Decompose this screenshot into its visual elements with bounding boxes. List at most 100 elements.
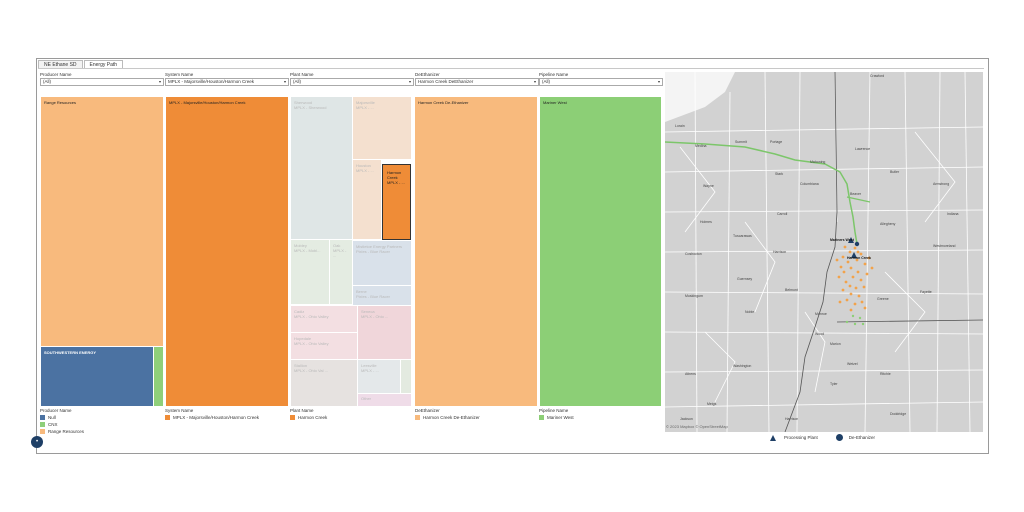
legend-swatch — [40, 422, 45, 427]
treemap-cnx[interactable] — [154, 347, 163, 406]
info-button[interactable]: • — [31, 436, 43, 448]
treemap-label: Berne Pixles - Blue Racer — [356, 289, 391, 299]
legend-deethanizer: DeEthanizer Harmon Creek De-Ethanizer — [415, 407, 480, 421]
map-label: Columbiana — [800, 182, 819, 186]
treemap-plant-leesville[interactable]: Leesville MPLX - ... — [358, 360, 400, 393]
legend-item[interactable]: Mariner West — [539, 414, 574, 421]
map-label: Tyler — [830, 382, 838, 386]
treemap-plant-harmon-creek[interactable]: Harmon Creek MPLX - ... — [382, 164, 411, 240]
map-label: Carroll — [777, 212, 788, 216]
legend-title: Plant Name — [290, 408, 314, 413]
treemap-label: Other — [361, 396, 372, 401]
treemap-system[interactable]: MPLX - Majorsville/Houston/Harmon Creek — [166, 97, 288, 406]
treemap-plant-oak[interactable]: Oak MPLX - ... — [330, 240, 352, 304]
treemap-plant-stallion[interactable]: Stallion MPLX - Ohio Val ... — [291, 360, 357, 406]
treemap-plant-houston[interactable]: Houston MPLX - ... — [353, 160, 381, 239]
triangle-icon — [770, 434, 776, 441]
treemap-plant-sherwood[interactable]: Sherwood MPLX - Sherwood — [291, 97, 352, 239]
filter-label: Plant Name — [290, 72, 314, 77]
treemap-pipeline[interactable]: Mariner West — [540, 97, 661, 406]
map-label: Tuscarawas — [733, 234, 752, 238]
map-attribution: © 2023 Mapbox © OpenStreetMap — [666, 424, 728, 429]
legend-swatch — [165, 415, 170, 420]
filter-plant: Plant Name (All) ▾ — [290, 72, 414, 86]
legend-title: System Name — [165, 408, 194, 413]
treemap-label: MPLX - Majorsville/Houston/Harmon Creek — [169, 100, 246, 105]
system-dropdown[interactable]: MPLX - Majorsville/Houston/Harmon Creek ▾ — [165, 78, 289, 86]
legend-label: Processing Plant — [784, 435, 818, 440]
map-label: Allegheny — [880, 222, 896, 226]
legend-swatch — [40, 415, 45, 420]
map-label: Monroe — [815, 312, 827, 316]
map-legend-plant[interactable]: Processing Plant — [770, 434, 818, 441]
map-label: Fayette — [920, 290, 932, 294]
legend-label: De-Ethanizer — [848, 435, 876, 440]
tab-ne-ethane[interactable]: NE Ethane SD — [38, 60, 83, 69]
legend-item[interactable]: Null — [40, 414, 84, 421]
map-label-harmon: Harmon Creek — [847, 256, 871, 260]
treemap-plant-berne[interactable]: Berne Pixles - Blue Racer — [353, 286, 411, 305]
legend-item[interactable]: MPLX - Majorsville/Houston/Harmon Creek — [165, 414, 259, 421]
treemap-label: Range Resources — [44, 100, 77, 105]
pipeline-dropdown[interactable]: (All) ▾ — [539, 78, 663, 86]
map-label: Westmoreland — [933, 244, 956, 248]
treemap-label: Mariner West — [543, 100, 567, 105]
legend-item[interactable]: Range Resources — [40, 428, 84, 435]
treemap-southwestern[interactable]: SOUTHWESTERN ENERGY — [41, 347, 153, 406]
treemap-range-resources[interactable]: Range Resources — [41, 97, 163, 346]
legend-pipeline: Pipeline Name Mariner West — [539, 407, 574, 421]
dropdown-value: (All) — [43, 79, 51, 84]
state-border-mdx — [836, 319, 983, 323]
treemap-plant-cadiz[interactable]: Cadiz MPLX - Ohio Valley — [291, 306, 357, 332]
treemap-plant-other[interactable]: Other — [358, 394, 411, 406]
map-label: Harrison — [773, 250, 787, 254]
legend-item[interactable]: Harmon Creek — [290, 414, 327, 421]
treemap-plant-bluewater[interactable]: Mistletoe Energy Partners Pixles - Blue R… — [353, 241, 411, 285]
chevron-down-icon: ▾ — [408, 79, 411, 84]
filter-label: Producer Name — [40, 72, 72, 77]
filter-deethanizer: DeEthanizer Harmon Creek DeEthanizer ▾ — [415, 72, 539, 86]
map-legend-deethanizer[interactable]: De-Ethanizer — [835, 434, 876, 441]
legend-system: System Name MPLX - Majorsville/Houston/H… — [165, 407, 259, 421]
deethanizer-dropdown[interactable]: Harmon Creek DeEthanizer ▾ — [415, 78, 539, 86]
well-cluster-green — [845, 314, 865, 326]
treemap-plant-mobley[interactable]: Mobley MPLX - Mobl... — [291, 240, 329, 304]
legend-item[interactable]: CNX — [40, 421, 84, 428]
map-label: Wayne — [703, 184, 714, 188]
dropdown-value: MPLX - Majorsville/Houston/Harmon Creek — [168, 79, 255, 84]
map-label: Lorain — [675, 124, 685, 128]
map-label: Crawford — [870, 74, 885, 78]
chevron-down-icon: ▾ — [533, 79, 536, 84]
legend-swatch — [40, 429, 45, 434]
tab-energy-path[interactable]: Energy Path — [83, 60, 124, 69]
plant-dropdown[interactable]: (All) ▾ — [290, 78, 414, 86]
treemap-deethanizer[interactable]: Harmon Creek De-Ethanizer — [415, 97, 537, 406]
processing-plant-marker — [851, 252, 857, 258]
filter-system: System Name MPLX - Majorsville/Houston/H… — [165, 72, 289, 86]
treemap-label: Cadiz MPLX - Ohio Valley — [294, 309, 329, 319]
treemap-label: Harmon Creek MPLX - ... — [387, 170, 405, 185]
map-label: Muskingum — [685, 294, 703, 298]
treemap-plant-majorsville[interactable]: Majorsville MPLX - ... — [353, 97, 411, 159]
dashboard-tabs: NE Ethane SD Energy Path — [38, 60, 124, 69]
map-view[interactable]: Crawford Lorain Medina Summit Portage Ma… — [665, 72, 983, 432]
treemap-plant-small[interactable] — [401, 360, 411, 393]
map-label: Summit — [735, 140, 747, 144]
treemap-plant-seneca[interactable]: Seneca MPLX - Ohio ... — [358, 306, 411, 359]
county-map — [665, 72, 983, 432]
dropdown-value: Harmon Creek DeEthanizer — [418, 79, 474, 84]
map-label: Beaver — [850, 192, 862, 196]
dropdown-value: (All) — [542, 79, 550, 84]
map-label: Stark — [775, 172, 784, 176]
pipeline-branch — [846, 196, 871, 203]
legend-title: Pipeline Name — [539, 408, 569, 413]
map-label: Washington — [733, 364, 752, 368]
tab-divider — [38, 68, 984, 69]
map-label: Athens — [685, 372, 696, 376]
treemap-label: Leesville MPLX - ... — [361, 363, 379, 373]
map-label: Noble — [745, 310, 755, 314]
producer-dropdown[interactable]: (All) ▾ — [40, 78, 164, 86]
map-label-mariner: Mariners West — [830, 238, 854, 242]
treemap-plant-hopedale[interactable]: Hopedale MPLX - Ohio Valley — [291, 333, 357, 359]
legend-item[interactable]: Harmon Creek De-Ethanizer — [415, 414, 480, 421]
